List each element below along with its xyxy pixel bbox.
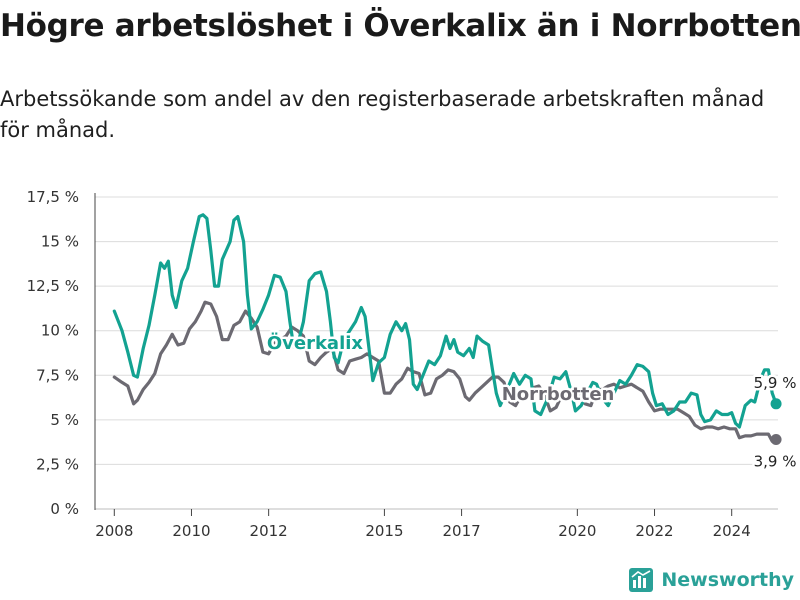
series-lines bbox=[112, 213, 782, 445]
label-norrbotten-text: Norrbotten bbox=[502, 384, 615, 405]
bar-chart-logo-icon bbox=[629, 568, 654, 592]
x-axis: 2008 2010 2012 2015 2017 2020 2022 2024 bbox=[95, 509, 751, 540]
end-label-overkalix-text: 5,9 % bbox=[754, 374, 797, 392]
series-endpoint-norrbotten bbox=[770, 433, 782, 445]
end-label-overkalix-halo: 5,9 % bbox=[754, 374, 797, 392]
x-tick-label: 2010 bbox=[172, 522, 210, 540]
series-line-overkalix bbox=[112, 213, 778, 429]
x-tick-label: 2015 bbox=[365, 522, 403, 540]
x-tick-label: 2017 bbox=[442, 522, 480, 540]
series-line-norrbotten bbox=[112, 300, 778, 443]
label-overkalix-text: Överkalix bbox=[267, 332, 364, 354]
y-tick-label: 10 % bbox=[41, 322, 79, 340]
y-tick-label: 2,5 % bbox=[36, 455, 79, 473]
y-tick-label: 15 % bbox=[41, 233, 79, 251]
y-tick-label: 7,5 % bbox=[36, 366, 79, 384]
page-subtitle: Arbetssökande som andel av den registerb… bbox=[0, 87, 765, 142]
x-tick-label: 2024 bbox=[713, 522, 751, 540]
brand-name: Newsworthy bbox=[661, 569, 794, 591]
x-tick-label: 2008 bbox=[95, 522, 133, 540]
label-norrbotten-halo: Norrbotten bbox=[502, 384, 615, 405]
y-tick-label: 5 % bbox=[50, 411, 79, 429]
grid-lines bbox=[95, 196, 778, 510]
end-label-norrbotten: 3,9 %3,9 % bbox=[751, 450, 799, 473]
label-overkalix-halo: Överkalix bbox=[267, 332, 364, 354]
x-tick-label: 2020 bbox=[558, 522, 596, 540]
page-title: Högre arbetslöshet i Överkalix än i Norr… bbox=[0, 8, 800, 44]
x-tick-label: 2012 bbox=[250, 522, 288, 540]
end-label-norrbotten-halo: 3,9 % bbox=[754, 452, 797, 470]
end-label-overkalix: 5,9 %5,9 % bbox=[751, 371, 799, 394]
y-tick-label: 12,5 % bbox=[27, 277, 79, 295]
y-tick-label: 17,5 % bbox=[27, 188, 79, 206]
series-endpoint-overkalix bbox=[770, 398, 782, 410]
end-label-norrbotten-text: 3,9 % bbox=[754, 452, 797, 470]
y-tick-label: 0 % bbox=[50, 500, 79, 518]
newsworthy-brand[interactable]: Newsworthy bbox=[629, 568, 794, 592]
y-axis: 0 % 2,5 % 5 % 7,5 % 10 % 12,5 % 15 % 17,5 % bbox=[27, 188, 96, 518]
x-tick-label: 2022 bbox=[635, 522, 673, 540]
